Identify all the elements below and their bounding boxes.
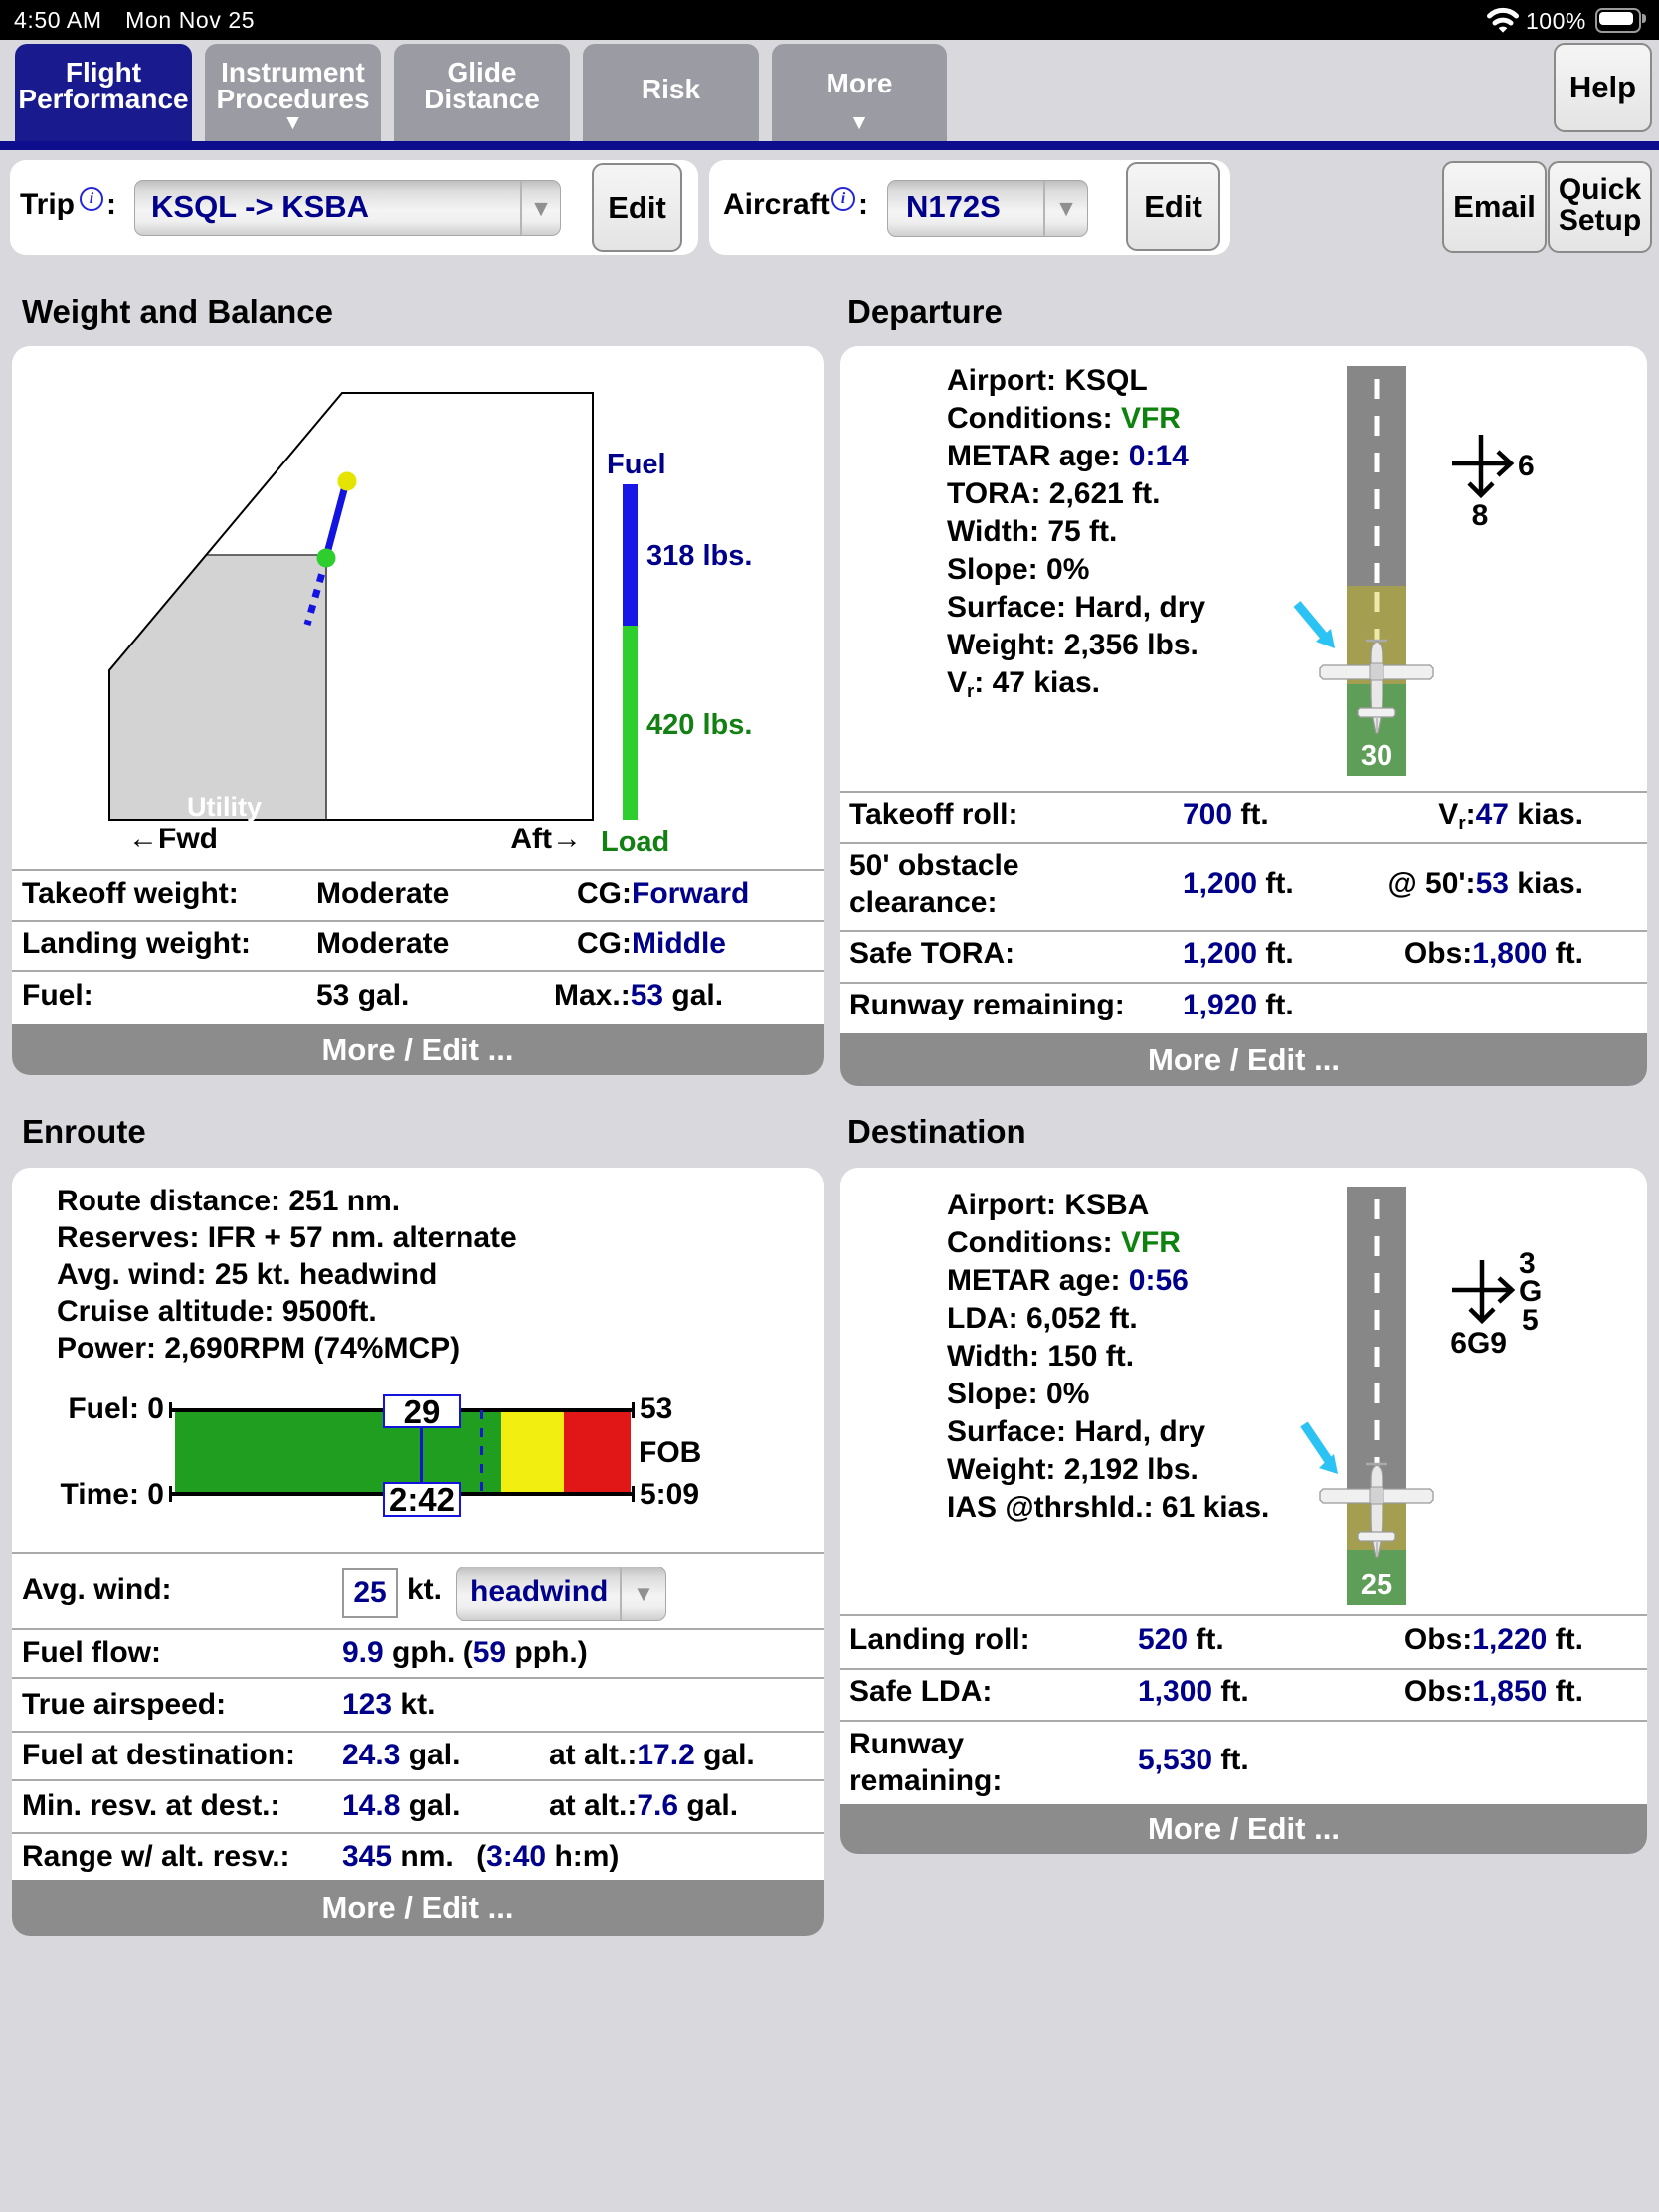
svg-text:5: 5 — [1522, 1304, 1539, 1337]
svg-text:Utility: Utility — [187, 792, 262, 822]
svg-text:6: 6 — [1518, 450, 1535, 482]
svg-text:8: 8 — [1472, 499, 1489, 532]
svg-text:G: G — [1519, 1275, 1542, 1308]
svg-text:Fuel: Fuel — [607, 449, 666, 480]
svg-text:Aft→: Aft→ — [510, 823, 582, 855]
svg-text:Load: Load — [601, 827, 669, 858]
svg-text:←Fwd: ←Fwd — [128, 823, 218, 855]
svg-text:318 lbs.: 318 lbs. — [646, 540, 752, 572]
svg-text:30: 30 — [1361, 740, 1392, 772]
svg-text:25: 25 — [1361, 1569, 1392, 1601]
svg-text:6G9: 6G9 — [1450, 1327, 1507, 1360]
svg-text:420 lbs.: 420 lbs. — [646, 709, 752, 741]
svg-text:3: 3 — [1519, 1247, 1536, 1280]
